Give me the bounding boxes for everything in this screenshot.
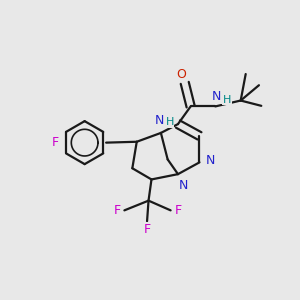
Text: H: H [166,117,174,127]
Text: F: F [143,223,151,236]
Text: F: F [51,136,58,149]
Text: F: F [113,205,121,218]
Text: H: H [223,95,231,105]
Text: N: N [178,179,188,192]
Text: O: O [176,68,186,80]
Text: F: F [174,205,182,218]
Text: N: N [206,154,215,166]
Text: N: N [211,91,220,103]
Text: N: N [154,114,164,127]
